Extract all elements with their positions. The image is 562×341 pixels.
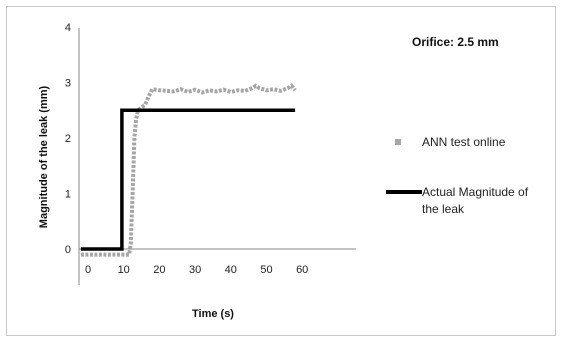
x-tick-label: 0	[85, 264, 91, 276]
x-tick-label: 10	[118, 264, 130, 276]
y-tick-label: 4	[65, 22, 71, 34]
x-tick-label: 30	[189, 264, 201, 276]
y-tick-label: 2	[65, 133, 71, 145]
series-line-actual-magnitude	[80, 108, 296, 251]
x-tick-label: 50	[260, 264, 272, 276]
x-tick-label: 60	[296, 264, 308, 276]
y-tick-label: 3	[65, 78, 71, 90]
orifice-annotation: Orifice: 2.5 mm	[412, 35, 499, 49]
series-line-ann-test-online	[80, 83, 297, 257]
legend-marker-ann	[395, 139, 401, 145]
x-tick-label: 20	[153, 264, 165, 276]
y-tick-label: 1	[65, 189, 71, 201]
legend: ANN test online Actual Magnitude of the …	[386, 135, 531, 216]
y-axis-title: Magnitude of the leak (mm)	[38, 85, 50, 228]
legend-label-ann: ANN test online	[422, 135, 506, 149]
x-tick-label: 40	[225, 264, 237, 276]
y-tick-label: 0	[65, 244, 71, 256]
chart-frame	[6, 6, 556, 336]
legend-label-actual: Actual Magnitude of the leak	[422, 185, 531, 216]
x-axis-title: Time (s)	[192, 308, 234, 320]
